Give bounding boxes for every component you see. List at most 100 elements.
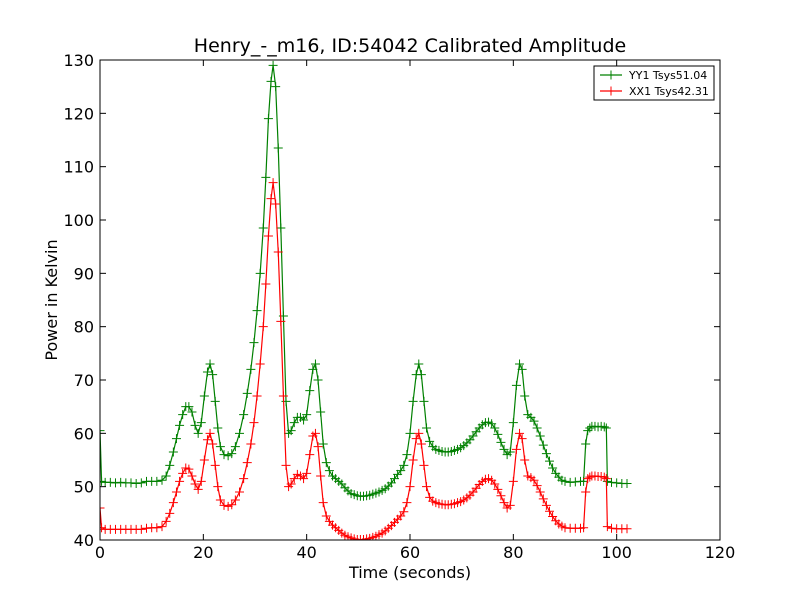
- data-point-marker: [187, 407, 197, 417]
- data-point-marker: [560, 523, 570, 533]
- data-point-marker: [168, 498, 178, 508]
- data-point-marker: [607, 477, 616, 487]
- data-point-marker: [541, 449, 551, 459]
- data-point-marker: [246, 364, 256, 374]
- data-point-marker: [100, 426, 105, 436]
- data-point-marker: [399, 507, 409, 517]
- data-point-marker: [239, 474, 249, 484]
- data-point-marker: [286, 479, 296, 489]
- data-point-marker: [157, 475, 167, 485]
- data-point-marker: [111, 478, 120, 488]
- data-point-marker: [178, 410, 188, 420]
- y-tick-label: 130: [63, 51, 94, 70]
- data-point-marker: [136, 478, 146, 488]
- legend-marker: [606, 70, 616, 80]
- data-point-marker: [490, 479, 500, 489]
- data-point-marker: [505, 447, 515, 457]
- data-point-marker: [579, 523, 589, 533]
- data-point-marker: [227, 500, 237, 510]
- data-point-marker: [422, 423, 432, 433]
- data-point-marker: [565, 477, 575, 487]
- data-point-marker: [263, 114, 273, 124]
- y-tick-label: 50: [74, 478, 94, 497]
- data-point-marker: [505, 500, 515, 510]
- data-point-marker: [208, 370, 218, 380]
- data-point-marker: [560, 476, 570, 486]
- data-point-marker: [318, 439, 328, 449]
- data-point-marker: [190, 420, 200, 430]
- data-point-marker: [310, 428, 320, 438]
- data-point-marker: [249, 338, 259, 348]
- data-point-marker: [165, 508, 175, 518]
- data-point-marker: [419, 396, 429, 406]
- data-point-marker: [276, 223, 286, 233]
- data-point-marker: [193, 484, 203, 494]
- data-point-marker: [517, 364, 527, 374]
- data-point-marker: [239, 410, 249, 420]
- data-point-marker: [511, 444, 521, 454]
- data-point-marker: [411, 434, 421, 444]
- data-point-marker: [235, 428, 244, 438]
- data-point-marker: [535, 431, 545, 441]
- data-point-marker: [601, 423, 611, 433]
- data-point-marker: [281, 396, 291, 406]
- data-point-marker: [281, 460, 291, 470]
- data-point-marker: [599, 422, 609, 432]
- data-point-marker: [100, 476, 107, 486]
- data-point-marker: [263, 231, 273, 241]
- data-point-marker: [499, 444, 509, 454]
- data-point-marker: [100, 523, 107, 533]
- data-point-marker: [318, 498, 328, 508]
- data-point-marker: [126, 478, 136, 488]
- data-point-marker: [538, 494, 548, 504]
- data-point-marker: [422, 482, 432, 492]
- data-point-marker: [223, 501, 233, 511]
- data-point-marker: [508, 418, 518, 428]
- data-point-marker: [405, 482, 415, 492]
- data-point-marker: [271, 82, 281, 92]
- chart-title: Henry_-_m16, ID:54042 Calibrated Amplitu…: [194, 35, 626, 57]
- data-point-marker: [136, 524, 146, 534]
- data-point-marker: [175, 420, 185, 430]
- data-point-marker: [535, 487, 545, 497]
- data-point-marker: [230, 495, 240, 505]
- data-point-marker: [299, 474, 309, 484]
- data-point-marker: [171, 434, 181, 444]
- data-point-marker: [157, 522, 167, 532]
- data-point-marker: [105, 477, 115, 487]
- data-point-marker: [142, 523, 151, 533]
- legend-box: [593, 65, 715, 101]
- ticks-layer: 0 20 40 60 80 100 120 40 50 60 70 80 90 100 110 120 130: [63, 51, 735, 562]
- legend-label: XX1 Tsys42.31: [629, 85, 709, 98]
- data-point-marker: [538, 440, 548, 450]
- data-point-marker: [230, 442, 240, 452]
- data-point-marker: [190, 479, 200, 489]
- data-point-marker: [213, 482, 223, 492]
- data-point-marker: [302, 410, 312, 420]
- data-point-marker: [100, 503, 105, 513]
- x-tick-label: 20: [193, 543, 213, 562]
- data-point-marker: [313, 375, 323, 385]
- data-point-marker: [271, 199, 281, 209]
- x-tick-label: 80: [503, 543, 523, 562]
- data-point-marker: [310, 359, 320, 369]
- data-point-marker: [289, 418, 299, 428]
- data-point-marker: [532, 423, 542, 433]
- data-point-marker: [493, 484, 503, 494]
- y-tick-label: 110: [63, 158, 94, 177]
- data-point-marker: [278, 391, 288, 401]
- data-point-marker: [541, 500, 551, 510]
- data-point-marker: [213, 423, 223, 433]
- series-clip-group: [100, 60, 632, 540]
- data-point-marker: [324, 466, 334, 476]
- y-axis-label: Power in Kelvin: [42, 239, 61, 360]
- data-point-marker: [184, 402, 194, 412]
- data-point-marker: [529, 475, 539, 485]
- data-point-marker: [161, 471, 171, 481]
- data-point-marker: [602, 522, 612, 532]
- data-point-marker: [178, 468, 188, 478]
- data-point-marker: [215, 442, 225, 452]
- series-layer: [100, 60, 632, 540]
- data-point-marker: [419, 460, 429, 470]
